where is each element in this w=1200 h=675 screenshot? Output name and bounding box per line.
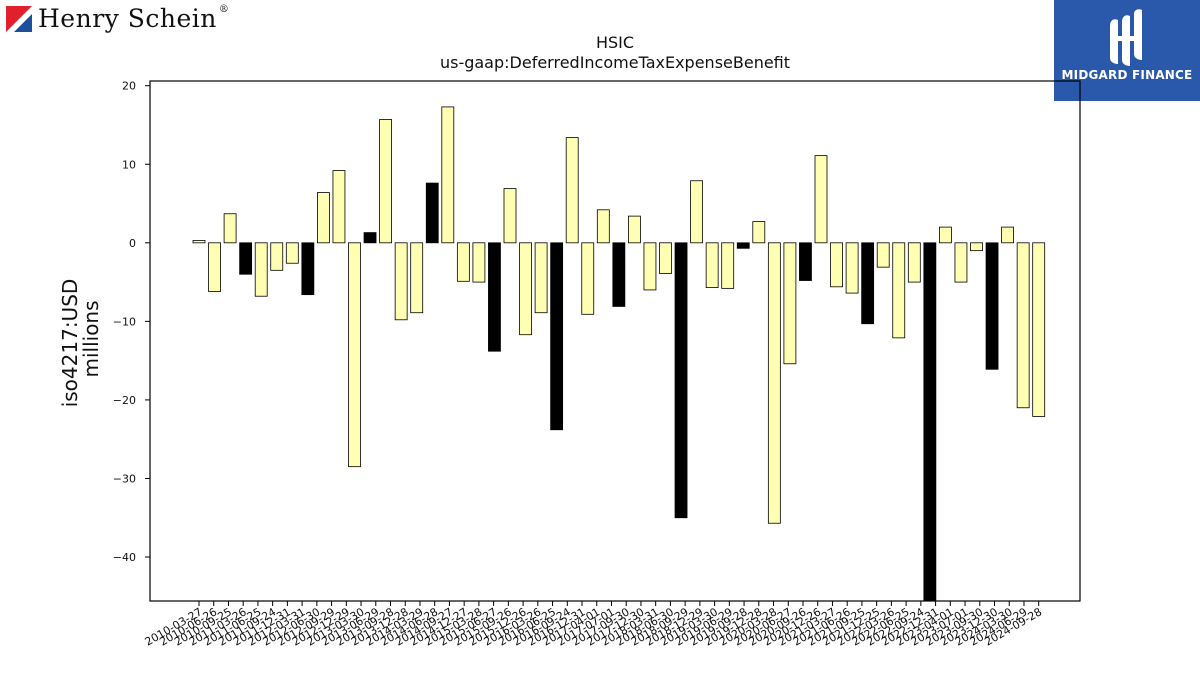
bar-series xyxy=(192,106,1046,602)
bar-2017-04-01 xyxy=(628,215,641,244)
bar-2015-12-26 xyxy=(550,242,564,431)
bar-2016-03-26 xyxy=(565,137,579,244)
bar-2020-06-27 xyxy=(830,242,843,288)
bar-2010-09-25 xyxy=(223,213,237,244)
bar-2014-09-27 xyxy=(472,242,486,283)
bar-2015-09-26 xyxy=(534,242,548,314)
bar-2023-09-30 xyxy=(1032,242,1046,417)
bar-2016-06-25 xyxy=(581,242,595,315)
bar-2015-06-27 xyxy=(519,242,532,336)
bar-2017-07-01 xyxy=(643,242,657,291)
bar-2019-12-28 xyxy=(799,242,812,281)
bar-2019-09-28 xyxy=(783,242,797,365)
bar-2011-06-25 xyxy=(270,242,284,271)
bar-2017-12-30 xyxy=(674,242,688,519)
bar-2019-06-29 xyxy=(767,242,781,524)
chart-subtitle: us-gaap:DeferredIncomeTaxExpenseBenefit xyxy=(439,53,791,72)
henry-schein-star-icon xyxy=(6,6,32,32)
bar-2023-04-01 xyxy=(1001,226,1014,244)
bar-2013-06-29 xyxy=(394,242,408,321)
bar-2018-09-29 xyxy=(721,242,735,289)
bar-2010-12-25 xyxy=(239,242,253,275)
x-axis: 2010-03-272010-06-262010-09-252011-03-26… xyxy=(143,601,1044,649)
bar-2013-09-28 xyxy=(410,242,424,314)
y-axis-unit-label: millions xyxy=(79,300,103,377)
midgard-finance-logo: MIDGARD FINANCE xyxy=(1054,0,1200,101)
bar-2022-06-25 xyxy=(954,242,968,283)
bar-2014-06-28 xyxy=(456,242,470,282)
y-tick-label: 20 xyxy=(122,80,136,93)
bar-2020-12-26 xyxy=(861,242,875,325)
bar-2010-03-27 xyxy=(192,240,206,244)
henry-schein-wordmark: Henry Schein ® xyxy=(38,4,229,33)
bar-2012-12-29 xyxy=(363,232,377,244)
y-tick-label: −10 xyxy=(113,315,136,328)
bar-2016-12-31 xyxy=(612,242,626,307)
chart-title: HSIC xyxy=(595,33,635,52)
bar-2012-06-30 xyxy=(332,170,346,244)
bar-2012-09-29 xyxy=(348,242,361,468)
bar-2019-03-30 xyxy=(752,221,766,244)
bar-2021-03-27 xyxy=(876,242,890,268)
bar-2017-09-30 xyxy=(659,242,672,274)
bar-2014-12-27 xyxy=(488,242,501,352)
bar-2015-03-28 xyxy=(503,188,517,244)
henry-schein-name: Henry Schein xyxy=(38,4,217,33)
henry-schein-logo: Henry Schein ® xyxy=(4,4,264,34)
bar-2014-03-29 xyxy=(441,106,455,244)
bar-2022-09-24 xyxy=(970,242,983,252)
bar-2018-12-29 xyxy=(736,242,750,249)
bar-2012-03-31 xyxy=(316,192,330,244)
bar-2020-09-26 xyxy=(845,242,859,294)
bar-2013-03-30 xyxy=(379,119,393,244)
bar-2021-06-26 xyxy=(892,242,906,339)
y-tick-label: 0 xyxy=(129,237,136,250)
y-tick-label: 10 xyxy=(122,158,136,171)
bar-2011-09-24 xyxy=(285,242,299,264)
bar-2011-12-31 xyxy=(301,242,315,296)
midgard-finance-emblem-icon xyxy=(1110,9,1142,66)
midgard-finance-name: MIDGARD FINANCE xyxy=(1061,68,1193,82)
y-tick-label: −30 xyxy=(113,472,136,485)
bar-2022-03-26 xyxy=(939,226,952,244)
bar-2018-03-31 xyxy=(690,180,703,244)
bar-2011-03-26 xyxy=(254,242,268,297)
y-tick-label: −20 xyxy=(113,394,136,407)
bar-2021-09-25 xyxy=(907,242,921,283)
bar-2010-06-26 xyxy=(208,242,221,292)
bar-2020-03-28 xyxy=(814,155,828,244)
y-tick-label: −40 xyxy=(113,551,136,564)
bar-2023-07-01 xyxy=(1016,242,1030,409)
bar-2013-12-28 xyxy=(425,182,439,244)
plot-frame xyxy=(149,80,1081,602)
registered-mark: ® xyxy=(218,4,230,15)
bar-2022-12-31 xyxy=(985,242,999,370)
y-axis-label: iso4217:USD xyxy=(58,279,82,408)
bar-2018-06-30 xyxy=(705,242,719,288)
bar-2016-09-24 xyxy=(596,209,610,244)
y-axis: 20 10 0 −10 −20 −30 −40 xyxy=(113,80,150,564)
bar-2021-12-25 xyxy=(923,242,937,602)
